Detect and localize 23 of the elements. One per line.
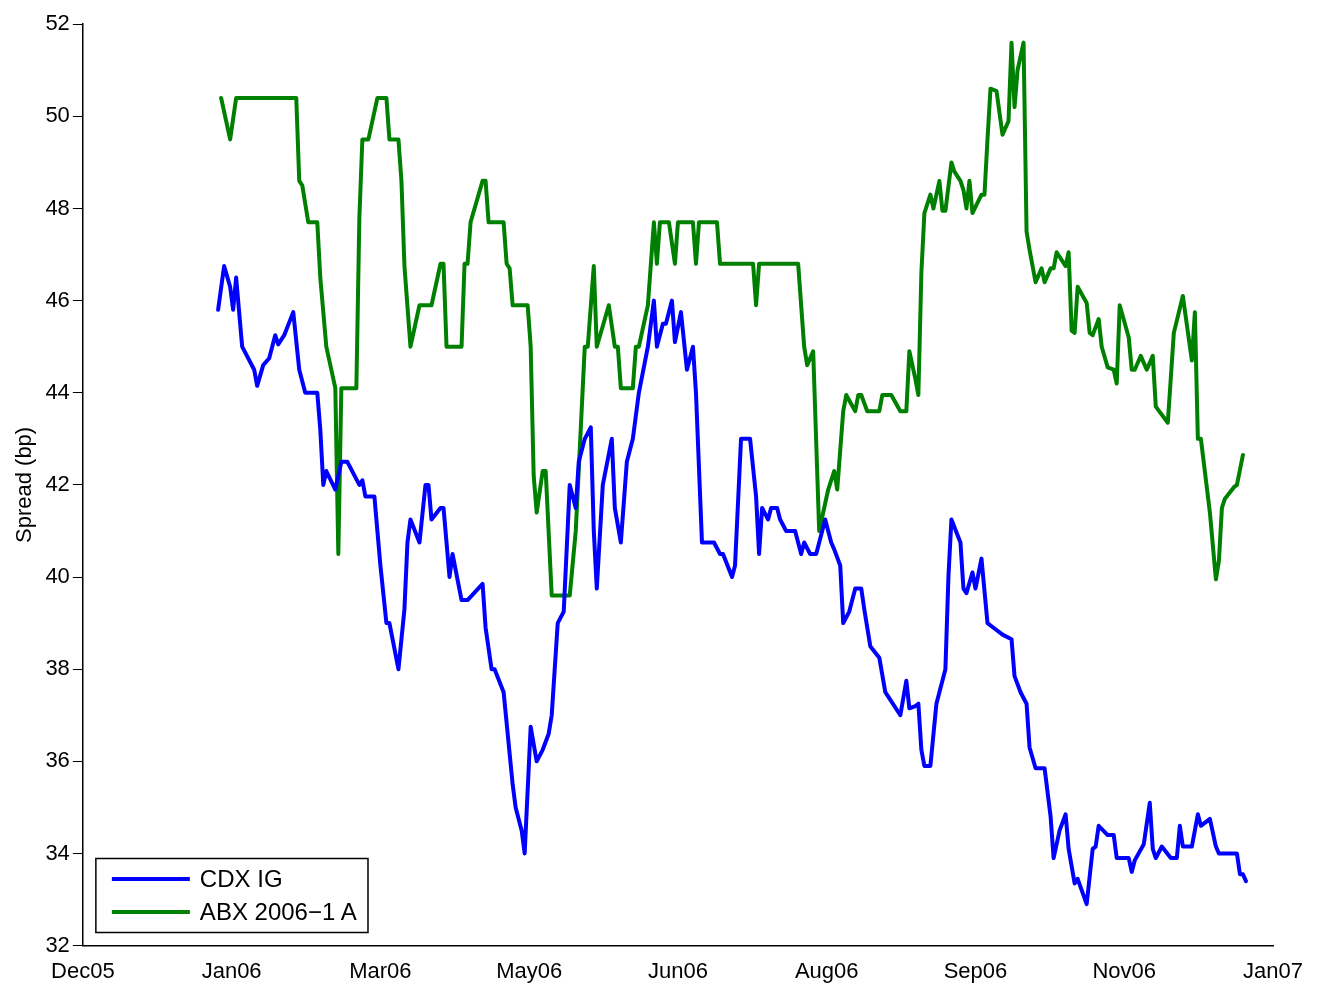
y-tick-label: 34 bbox=[45, 839, 70, 865]
y-tick-label: 40 bbox=[45, 563, 70, 589]
x-tick-label: Jan06 bbox=[201, 957, 262, 983]
x-tick-label: May06 bbox=[496, 957, 563, 983]
y-tick-label: 44 bbox=[45, 378, 70, 404]
x-tick-label: Jan07 bbox=[1243, 957, 1303, 983]
y-tick-label: 46 bbox=[45, 286, 70, 312]
y-tick-label: 36 bbox=[45, 747, 70, 773]
legend-label: CDX IG bbox=[199, 864, 283, 892]
y-tick-label: 42 bbox=[45, 470, 70, 496]
y-tick-label: 32 bbox=[45, 931, 70, 957]
legend-label: ABX 2006−1 A bbox=[199, 897, 357, 925]
x-tick-label: Mar06 bbox=[349, 957, 412, 983]
x-tick-label: Jun06 bbox=[647, 957, 708, 983]
x-tick-label: Sep06 bbox=[943, 957, 1008, 983]
y-tick-label: 38 bbox=[45, 655, 70, 681]
y-axis-title: Spread (bp) bbox=[11, 426, 37, 543]
x-tick-label: Nov06 bbox=[1092, 957, 1157, 983]
y-tick-label: 50 bbox=[45, 102, 70, 128]
x-tick-label: Dec05 bbox=[51, 957, 115, 983]
y-tick-label: 52 bbox=[45, 10, 70, 36]
y-tick-label: 48 bbox=[45, 194, 70, 220]
x-tick-label: Aug06 bbox=[794, 957, 859, 983]
